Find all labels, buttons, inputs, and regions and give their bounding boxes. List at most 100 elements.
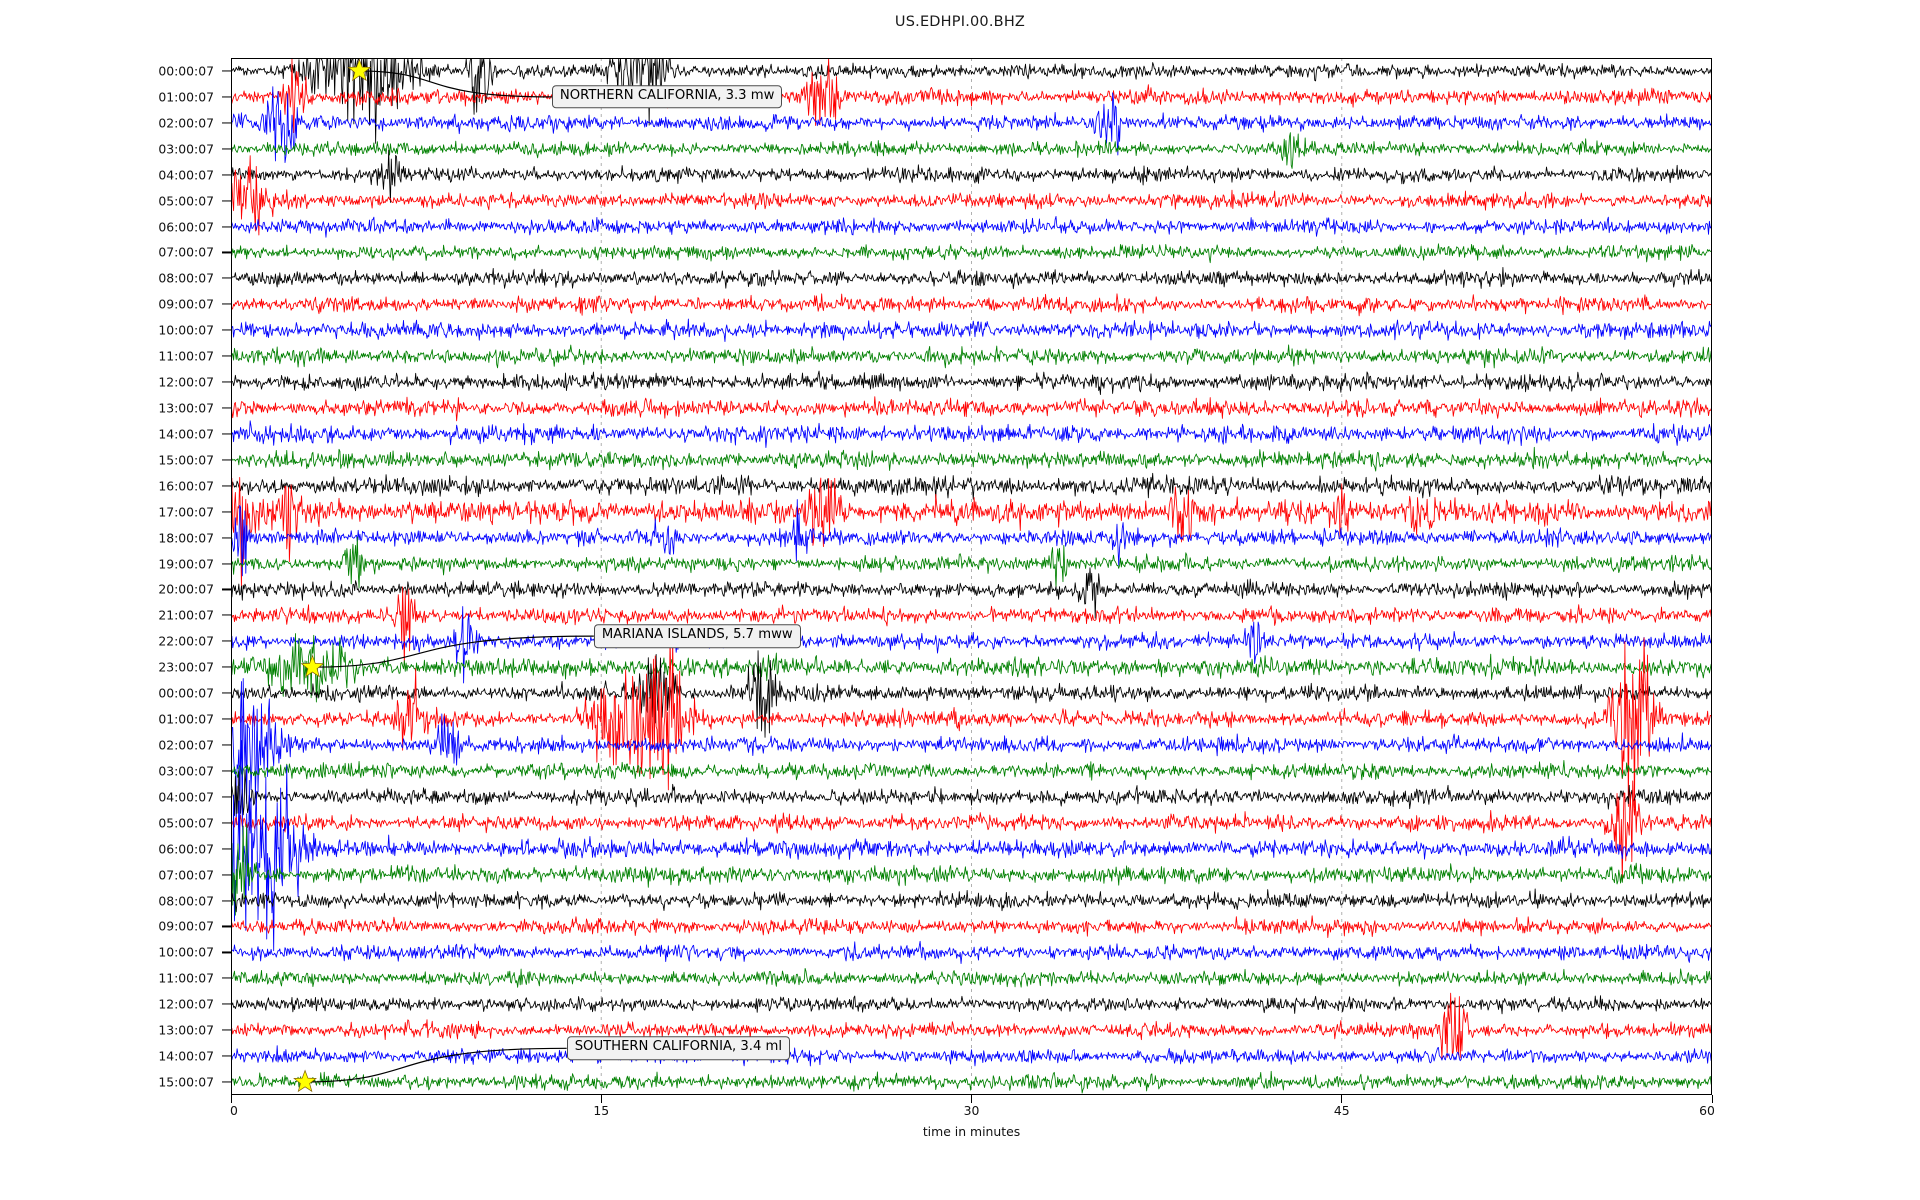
y-tick-label-11: 11:00:07 (158, 348, 214, 364)
x-tick-mark (1711, 1095, 1713, 1103)
trace-7 (231, 243, 1712, 264)
trace-36 (231, 995, 1712, 1015)
y-tick-label-10: 10:00:07 (158, 322, 214, 338)
y-tick-mark (222, 277, 231, 279)
y-tick-label-34: 10:00:07 (158, 944, 214, 960)
y-tick-mark (222, 148, 231, 150)
y-tick-mark (222, 951, 231, 953)
trace-6 (231, 216, 1712, 238)
trace-13 (231, 396, 1712, 422)
trace-31 (231, 823, 1712, 916)
y-tick-label-8: 08:00:07 (158, 270, 214, 286)
y-tick-label-31: 07:00:07 (158, 867, 214, 883)
y-tick-label-36: 12:00:07 (158, 996, 214, 1012)
y-tick-mark (222, 537, 231, 539)
y-tick-mark (222, 433, 231, 435)
y-tick-mark (222, 96, 231, 98)
y-tick-label-12: 12:00:07 (158, 374, 214, 390)
trace-4 (231, 149, 1712, 203)
trace-19 (231, 536, 1712, 589)
x-tick-mark (600, 1095, 602, 1103)
y-tick-label-15: 15:00:07 (158, 452, 214, 468)
y-tick-mark (222, 796, 231, 798)
y-tick-label-9: 09:00:07 (158, 296, 214, 312)
y-tick-mark (222, 174, 231, 176)
y-tick-mark (222, 459, 231, 461)
x-tick-label-30: 30 (963, 1103, 980, 1118)
y-tick-mark (222, 303, 231, 305)
x-tick-label-45: 45 (1333, 1103, 1350, 1118)
page-title: US.EDHPI.00.BHZ (894, 14, 1026, 30)
trace-32 (231, 888, 1712, 913)
trace-11 (231, 344, 1712, 369)
trace-37 (231, 992, 1712, 1059)
trace-27 (231, 760, 1712, 781)
y-tick-label-20: 20:00:07 (158, 581, 214, 597)
y-tick-label-39: 15:00:07 (158, 1074, 214, 1090)
y-tick-label-30: 06:00:07 (158, 841, 214, 857)
trace-28 (231, 769, 1712, 817)
trace-38 (231, 1045, 1712, 1067)
y-tick-label-1: 01:00:07 (158, 89, 214, 105)
y-tick-label-35: 11:00:07 (158, 970, 214, 986)
y-tick-label-13: 13:00:07 (158, 400, 214, 416)
plot-area (231, 58, 1712, 1095)
y-tick-mark (222, 225, 231, 228)
y-tick-mark (222, 692, 231, 694)
trace-25 (231, 636, 1712, 809)
y-tick-label-38: 14:00:07 (158, 1048, 214, 1064)
y-axis-tick-labels: 00:00:07 01:00:07 02:00:07 03:00:07 04:00:07… (0, 58, 231, 1095)
trace-26 (231, 678, 1712, 826)
y-tick-label-17: 17:00:07 (158, 504, 214, 520)
y-tick-label-16: 16:00:07 (158, 478, 214, 494)
trace-14 (231, 420, 1712, 448)
trace-23 (231, 633, 1712, 703)
x-tick-label-15: 15 (593, 1103, 610, 1118)
trace-20 (231, 567, 1712, 619)
trace-15 (231, 446, 1712, 472)
y-tick-mark (222, 666, 231, 668)
y-tick-label-6: 06:00:07 (158, 219, 214, 234)
y-tick-label-2: 02:00:07 (158, 115, 214, 131)
y-tick-mark (222, 822, 231, 824)
y-tick-label-22: 22:00:07 (158, 633, 214, 649)
y-tick-mark (222, 588, 231, 590)
y-tick-mark (222, 511, 231, 513)
y-tick-mark (222, 1029, 231, 1031)
trace-16 (231, 472, 1712, 500)
trace-3 (231, 132, 1712, 169)
y-tick-label-28: 04:00:07 (158, 789, 214, 805)
x-tick-label-0: 0 (230, 1103, 238, 1118)
x-tick-label-60: 60 (1699, 1103, 1715, 1118)
y-tick-label-5: 05:00:07 (158, 193, 214, 209)
y-tick-label-29: 05:00:07 (158, 815, 214, 831)
trace-21 (231, 586, 1712, 666)
y-tick-label-37: 13:00:07 (158, 1022, 214, 1038)
y-tick-label-26: 02:00:07 (158, 737, 214, 753)
y-tick-mark (222, 485, 231, 487)
y-tick-mark (222, 407, 231, 409)
y-tick-mark (222, 122, 231, 124)
x-tick-mark (971, 1095, 973, 1103)
trace-30 (231, 681, 1712, 952)
y-tick-label-18: 18:00:07 (158, 530, 214, 546)
y-tick-label-23: 23:00:07 (158, 659, 214, 675)
y-tick-mark (222, 640, 231, 642)
x-axis-title: time in minutes (922, 1124, 1021, 1139)
y-tick-label-21: 21:00:07 (158, 607, 214, 623)
y-tick-mark (222, 770, 231, 772)
y-tick-mark (222, 329, 231, 331)
trace-34 (231, 940, 1712, 965)
y-tick-mark (222, 381, 231, 383)
y-tick-mark (222, 562, 231, 565)
y-tick-mark (222, 200, 231, 202)
trace-17 (231, 477, 1712, 590)
y-tick-mark (222, 925, 231, 928)
y-tick-mark (222, 355, 231, 357)
y-tick-label-32: 08:00:07 (158, 893, 214, 909)
trace-10 (231, 318, 1712, 342)
y-tick-label-7: 07:00:07 (158, 244, 214, 260)
y-tick-mark (222, 874, 231, 876)
y-tick-mark (222, 744, 231, 746)
